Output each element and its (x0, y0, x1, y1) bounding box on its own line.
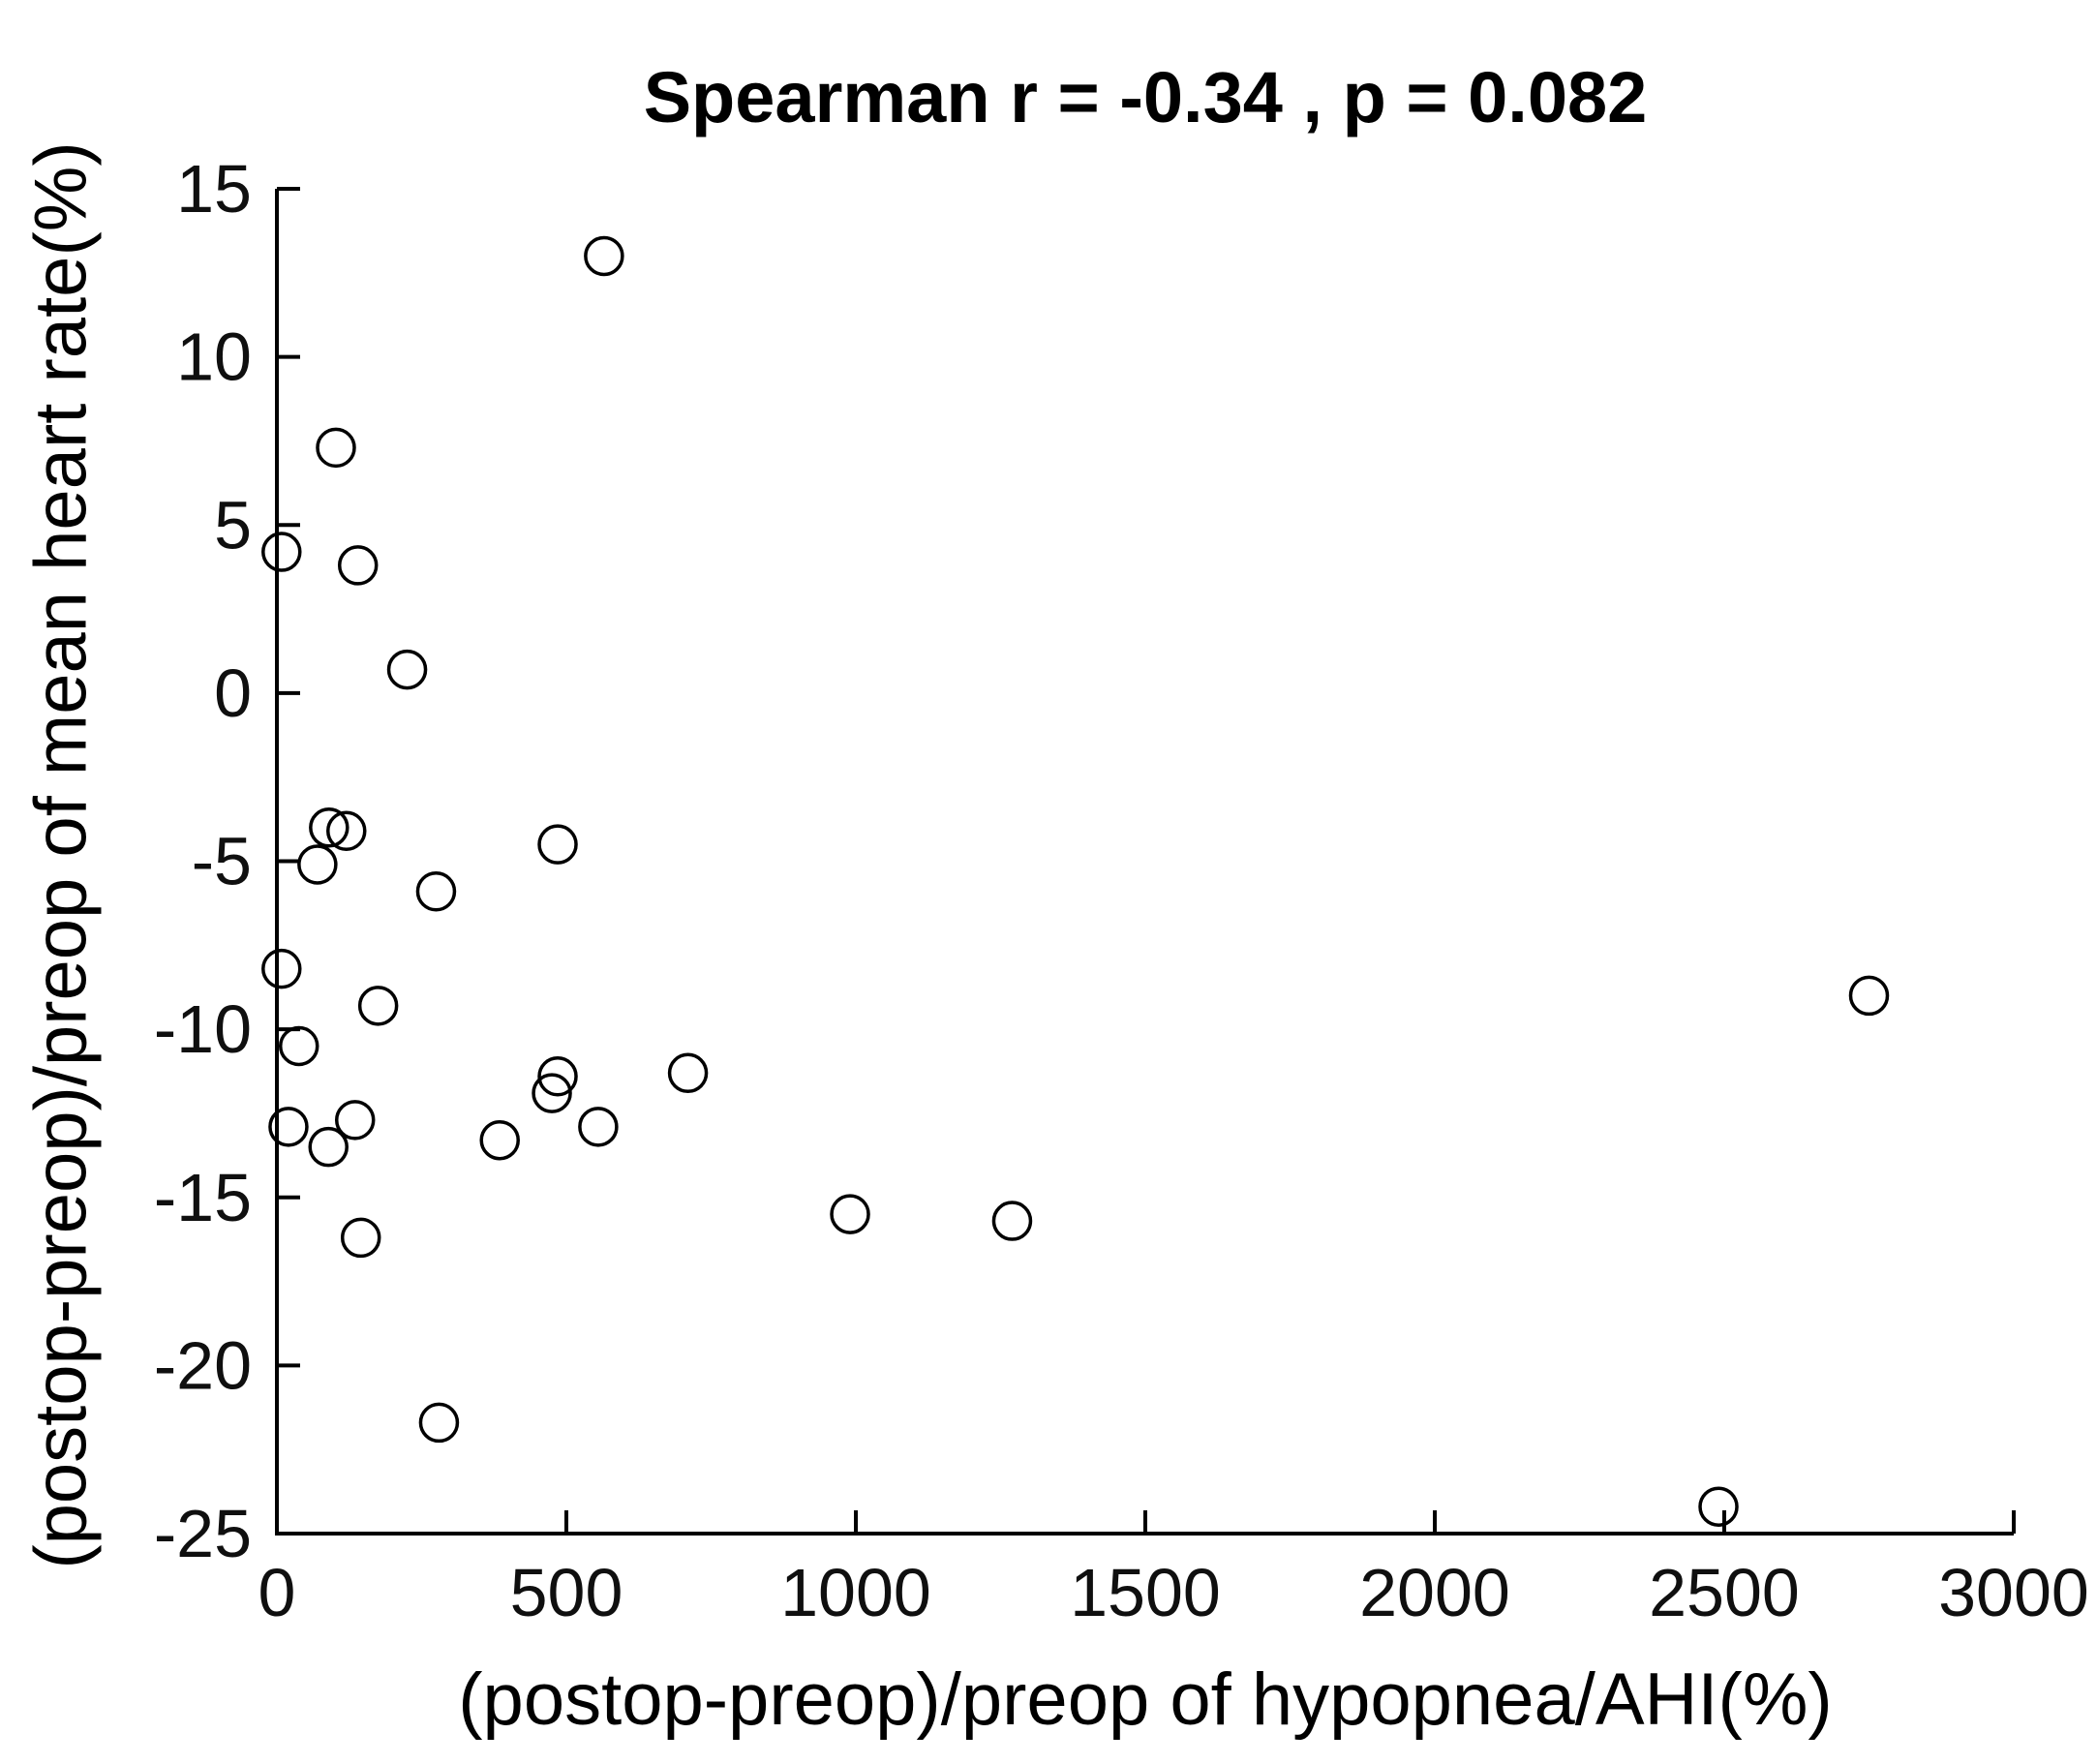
y-tick-label: -20 (154, 1327, 252, 1403)
x-tick-label: 2500 (1649, 1555, 1800, 1630)
data-point (479, 1119, 520, 1161)
data-point (537, 1055, 578, 1097)
x-axis-label: (postop-preop)/preop of hypopnea/AHI(%) (458, 1658, 1833, 1741)
x-tick-label: 0 (258, 1555, 296, 1630)
data-point (297, 844, 338, 885)
tick-marks (275, 187, 2016, 1536)
data-point (830, 1194, 870, 1234)
data-point (309, 807, 350, 848)
y-tick-label: -25 (154, 1496, 252, 1571)
data-point (584, 235, 624, 277)
data-point (340, 1217, 381, 1259)
y-tick-label: -15 (154, 1160, 252, 1235)
x-tick-label: 3000 (1938, 1555, 2089, 1630)
y-tick-label: 15 (176, 151, 252, 227)
data-point (418, 1402, 460, 1444)
data-point (415, 871, 457, 912)
data-point (1698, 1486, 1739, 1527)
x-tick-label: 1500 (1070, 1555, 1221, 1630)
x-tick-label: 500 (510, 1555, 623, 1630)
data-point (308, 1126, 349, 1168)
data-point (316, 427, 356, 469)
chart-title: Spearman r = -0.34 , p = 0.082 (643, 57, 1648, 137)
data-point (667, 1052, 709, 1094)
data-point (337, 545, 379, 586)
y-tick-label: 0 (214, 655, 252, 731)
data-point (357, 986, 399, 1026)
data-point (991, 1201, 1033, 1241)
data-point (268, 1107, 309, 1147)
data-point (1848, 975, 1890, 1017)
data-points (261, 235, 1890, 1527)
data-point (261, 532, 302, 572)
data-point (537, 824, 578, 865)
y-tick-label: 5 (214, 487, 252, 563)
data-point (326, 810, 367, 851)
data-point (532, 1073, 572, 1113)
data-point (261, 948, 302, 989)
y-tick-label: 10 (176, 319, 252, 395)
y-tick-label: -10 (154, 991, 252, 1067)
data-point (278, 1025, 319, 1067)
axes (275, 189, 2014, 1536)
data-point (386, 649, 428, 690)
x-tick-label: 2000 (1359, 1555, 1510, 1630)
data-point (578, 1107, 619, 1147)
y-tick-label: -5 (192, 824, 252, 899)
x-tick-label: 1000 (780, 1555, 931, 1630)
data-point (334, 1100, 376, 1141)
